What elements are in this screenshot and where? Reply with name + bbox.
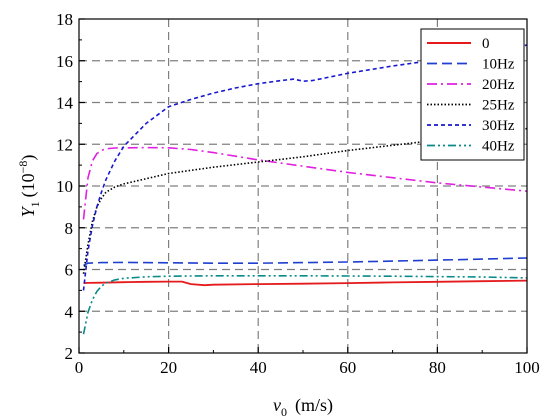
y-tick-label: 18	[56, 10, 73, 29]
legend-label: 40Hz	[482, 139, 515, 155]
x-tick-label: 40	[250, 358, 267, 377]
series-line-0	[83, 279, 528, 287]
series-line-40hz	[82, 274, 528, 335]
legend-label: 10Hz	[482, 57, 515, 73]
y-tick-label: 16	[56, 52, 73, 71]
series-line-10hz	[83, 257, 528, 267]
legend-label: 20Hz	[482, 77, 515, 93]
x-tick-label: 0	[75, 358, 84, 377]
y-tick-label: 10	[56, 177, 73, 196]
y-tick-label: 6	[65, 261, 74, 280]
y-axis-label: Y1 (10−8)	[16, 155, 42, 218]
y-axis-symbol: Y	[18, 205, 38, 217]
x-tick-label: 60	[339, 358, 356, 377]
y-tick-label: 2	[65, 344, 74, 363]
legend: 0 10Hz 20Hz 25Hz 30Hz 40Hz	[420, 28, 525, 161]
x-axis-unit: (m/s)	[295, 395, 333, 416]
x-axis-symbol: v	[273, 395, 281, 415]
x-tick-label: 20	[160, 358, 177, 377]
x-axis-subscript: 0	[281, 405, 287, 419]
x-tick-label: 100	[514, 358, 540, 377]
y-axis-unit-exponent: −8	[16, 161, 30, 174]
y-tick-label: 14	[56, 94, 74, 113]
legend-label: 0	[482, 36, 490, 52]
x-axis-label: v0 (m/s)	[273, 395, 333, 419]
legend-label: 25Hz	[482, 98, 515, 114]
series-lines	[82, 44, 528, 335]
series-line-20hz	[82, 146, 528, 220]
series-line-30hz	[82, 44, 528, 291]
y-axis-unit-open: (10	[18, 173, 39, 197]
y-tick-label: 12	[56, 135, 73, 154]
x-tick-label: 80	[429, 358, 446, 377]
axis-ticks: 0 20 40 60 80 100 2 4 6 8 10 12 14 16 18	[56, 10, 540, 377]
y-tick-label: 8	[65, 219, 74, 238]
y-axis-unit-close: )	[18, 155, 39, 161]
y-axis-subscript: 1	[28, 201, 42, 207]
legend-box	[420, 28, 525, 161]
y-tick-label: 4	[65, 302, 74, 321]
legend-label: 30Hz	[482, 118, 515, 134]
